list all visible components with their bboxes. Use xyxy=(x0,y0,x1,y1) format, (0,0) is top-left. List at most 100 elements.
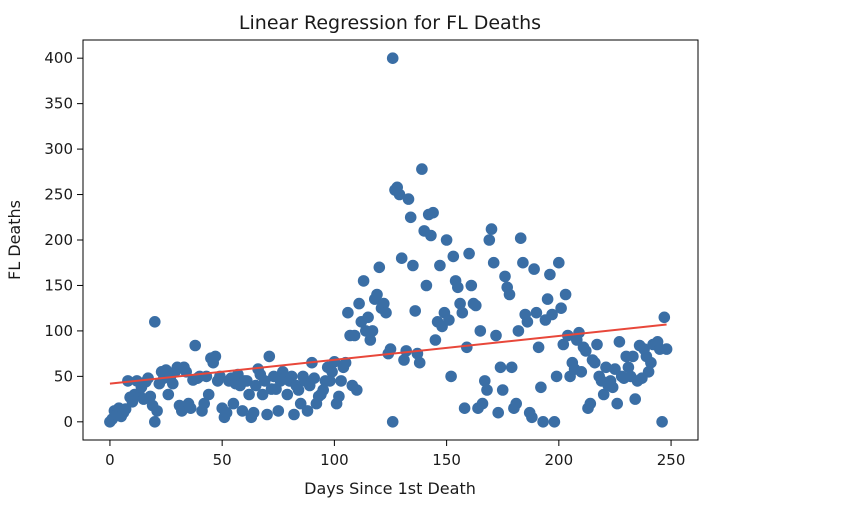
data-point xyxy=(532,341,545,354)
x-tick-label: 50 xyxy=(213,451,232,469)
data-point xyxy=(176,405,188,417)
x-tick-label: 0 xyxy=(105,451,115,469)
data-point xyxy=(288,408,300,421)
data-point xyxy=(119,403,132,415)
data-point xyxy=(512,325,525,337)
data-point xyxy=(487,256,500,269)
regression-line-layer xyxy=(109,323,667,385)
data-point xyxy=(483,234,496,246)
data-point xyxy=(357,275,370,287)
data-point xyxy=(378,297,390,310)
data-point xyxy=(521,316,534,328)
data-point xyxy=(241,375,253,387)
x-tick-label: 150 xyxy=(432,451,461,469)
data-point xyxy=(351,384,363,396)
regression-line xyxy=(109,323,667,385)
data-point xyxy=(440,234,453,246)
data-point xyxy=(452,281,464,294)
data-point xyxy=(364,334,377,346)
data-point xyxy=(353,297,365,310)
data-point xyxy=(427,206,439,219)
data-point xyxy=(395,252,408,264)
data-point xyxy=(409,305,422,317)
data-point xyxy=(474,325,487,337)
data-point xyxy=(517,256,529,269)
data-point xyxy=(526,411,538,424)
data-point xyxy=(541,293,554,305)
data-point xyxy=(557,338,570,351)
data-point xyxy=(285,370,298,383)
data-point xyxy=(301,405,314,417)
data-point xyxy=(151,405,163,417)
y-tick-label: 300 xyxy=(44,140,73,158)
data-point xyxy=(503,288,516,301)
data-point xyxy=(308,372,321,385)
data-point xyxy=(189,339,201,352)
data-point xyxy=(380,306,392,319)
data-point xyxy=(494,361,507,374)
data-point xyxy=(510,397,522,410)
data-point xyxy=(281,388,294,401)
data-point xyxy=(553,256,565,269)
x-tick-label: 250 xyxy=(657,451,686,469)
data-point xyxy=(465,279,478,292)
data-point xyxy=(485,223,498,235)
data-point xyxy=(400,345,413,357)
data-point xyxy=(184,402,197,415)
data-point xyxy=(505,361,518,374)
data-point xyxy=(434,259,446,272)
data-point xyxy=(162,388,175,401)
y-tick-label: 200 xyxy=(44,231,73,249)
y-axis: 0 50 100 150 200 250 300 350 400 xyxy=(44,49,83,431)
data-point xyxy=(530,306,543,319)
data-point xyxy=(398,354,410,366)
data-point xyxy=(461,341,473,354)
data-point xyxy=(292,384,305,396)
data-point xyxy=(580,345,592,357)
data-point xyxy=(456,306,469,319)
data-point xyxy=(537,416,549,428)
data-point xyxy=(420,279,433,292)
data-point xyxy=(584,397,597,410)
points-layer xyxy=(104,52,673,428)
data-point xyxy=(544,268,556,281)
data-point xyxy=(214,370,226,383)
data-point xyxy=(366,325,379,337)
data-point xyxy=(481,384,493,396)
data-point xyxy=(416,163,428,175)
data-point xyxy=(250,379,262,392)
y-tick-label: 350 xyxy=(44,95,73,113)
data-point xyxy=(263,350,276,363)
data-point xyxy=(458,402,471,415)
data-point xyxy=(149,416,161,428)
data-point xyxy=(413,356,426,369)
data-point xyxy=(591,338,603,351)
data-point xyxy=(447,250,460,263)
data-point xyxy=(611,397,623,410)
data-point xyxy=(393,188,406,201)
data-point xyxy=(629,393,641,405)
data-point xyxy=(326,366,338,378)
data-point xyxy=(470,299,482,312)
data-point xyxy=(555,302,567,315)
data-point xyxy=(575,366,588,378)
data-point xyxy=(658,311,671,324)
data-point xyxy=(386,52,399,64)
data-point xyxy=(236,405,249,417)
y-tick-label: 150 xyxy=(44,276,73,294)
data-point xyxy=(548,416,561,428)
data-point xyxy=(476,397,489,410)
data-point xyxy=(589,356,601,369)
data-point xyxy=(342,306,354,319)
data-point xyxy=(333,390,345,403)
data-point xyxy=(443,314,455,326)
data-point xyxy=(528,263,540,275)
data-point xyxy=(348,329,361,342)
data-point xyxy=(514,232,527,244)
data-point xyxy=(373,261,386,274)
data-point xyxy=(600,361,612,374)
data-point xyxy=(573,326,585,339)
data-point xyxy=(606,381,619,394)
data-point xyxy=(550,370,563,383)
